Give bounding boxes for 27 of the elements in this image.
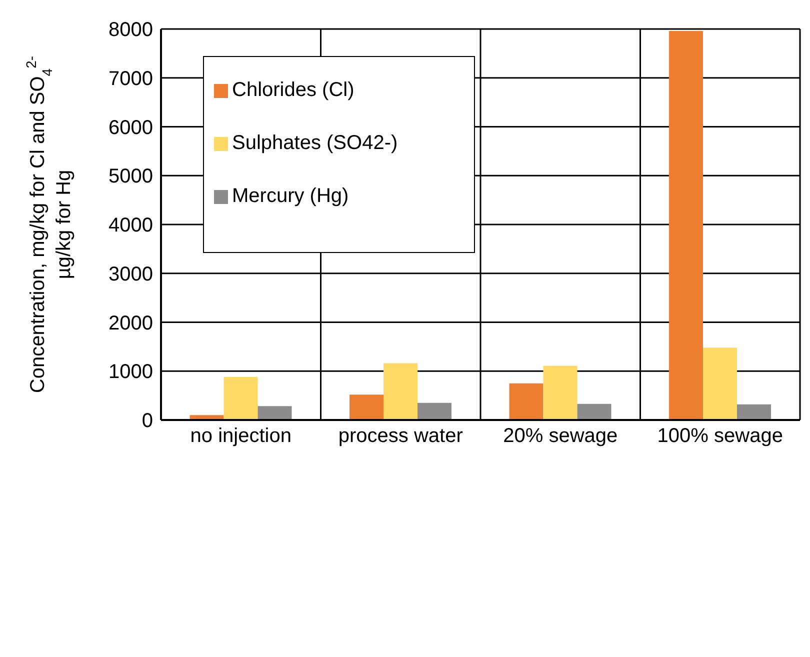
y-tick-label: 2000 xyxy=(108,312,153,334)
y-tick-label: 1000 xyxy=(108,361,153,384)
bar xyxy=(224,376,258,420)
legend-label: Mercury (Hg) xyxy=(232,185,349,208)
legend-label: Sulphates (SO42-) xyxy=(232,132,398,155)
y-tick-label: 0 xyxy=(142,410,153,432)
legend-label: Chlorides (Cl) xyxy=(232,79,354,102)
bar xyxy=(577,404,612,420)
bar xyxy=(703,348,738,420)
bar xyxy=(350,394,384,420)
y-tick-label: 6000 xyxy=(108,116,153,139)
bar xyxy=(258,406,292,420)
y-tick-label: 5000 xyxy=(108,166,153,188)
bar xyxy=(543,366,578,420)
x-tick-label: no injection xyxy=(190,425,292,448)
bar xyxy=(669,30,704,420)
y-tick-label: 3000 xyxy=(108,263,153,286)
bar xyxy=(418,402,452,420)
x-tick-label: process water xyxy=(338,425,464,448)
x-tick-label: 20% sewage xyxy=(503,425,618,448)
x-tick-label: 100% sewage xyxy=(657,425,783,448)
y-tick-label: 8000 xyxy=(108,19,153,42)
y-tick-label: 7000 xyxy=(108,68,153,90)
bar xyxy=(509,383,544,420)
bar xyxy=(384,363,418,420)
y-tick-label: 4000 xyxy=(108,214,153,237)
bar xyxy=(737,404,772,420)
